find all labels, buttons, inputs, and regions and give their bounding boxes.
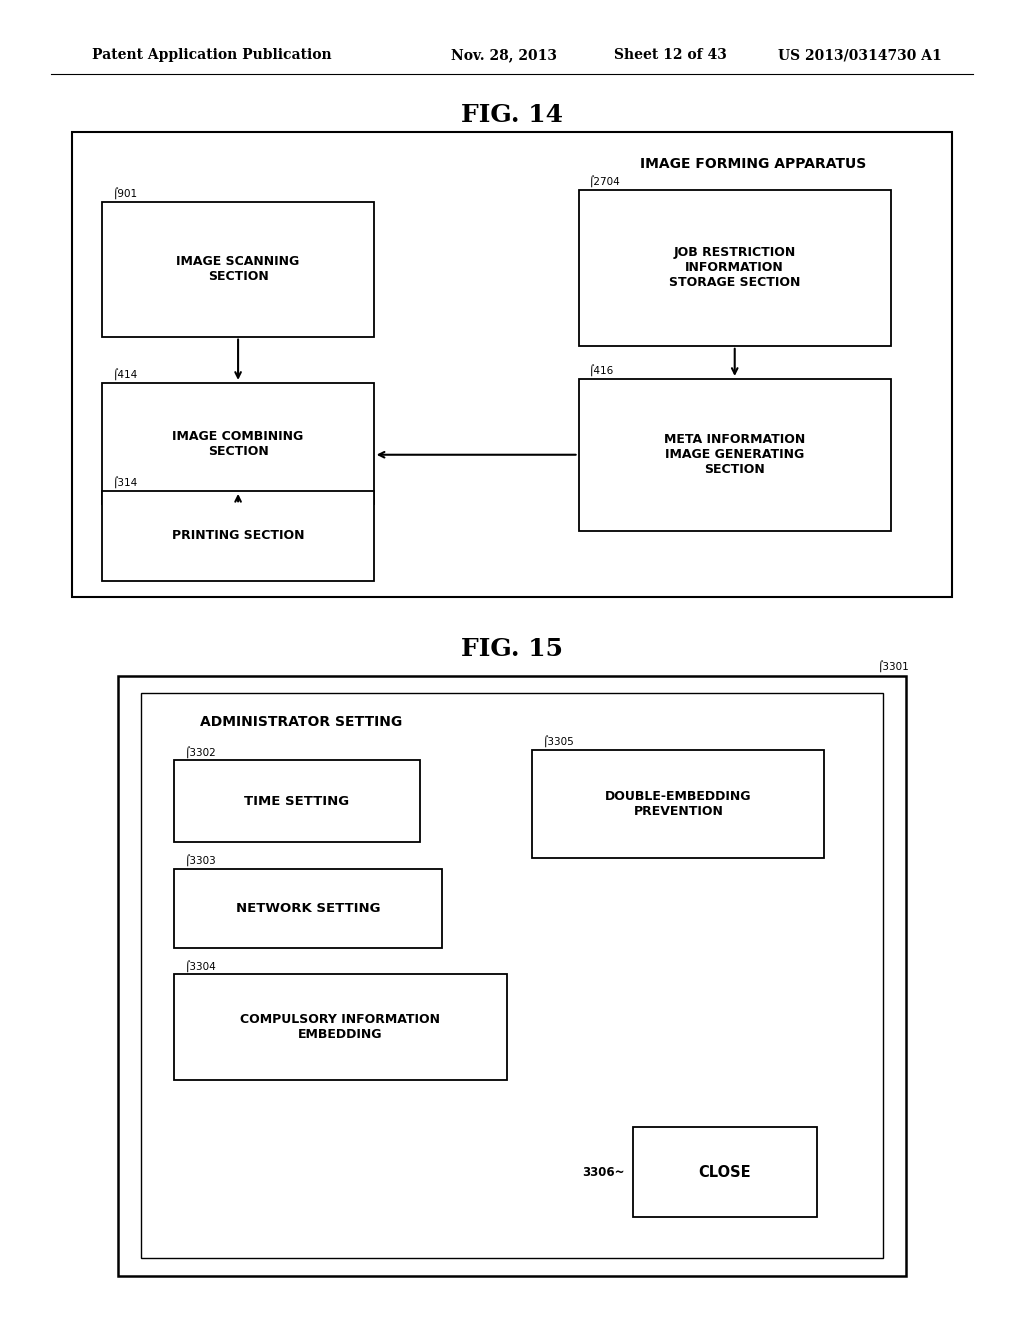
FancyBboxPatch shape xyxy=(532,750,824,858)
FancyBboxPatch shape xyxy=(141,693,883,1258)
Text: ⌠414: ⌠414 xyxy=(113,368,138,380)
Text: ⌠3304: ⌠3304 xyxy=(184,960,216,972)
Text: ⌠314: ⌠314 xyxy=(113,477,138,488)
Text: Sheet 12 of 43: Sheet 12 of 43 xyxy=(614,49,727,62)
Text: COMPULSORY INFORMATION
EMBEDDING: COMPULSORY INFORMATION EMBEDDING xyxy=(241,1012,440,1041)
Text: DOUBLE-EMBEDDING
PREVENTION: DOUBLE-EMBEDDING PREVENTION xyxy=(605,789,752,818)
FancyBboxPatch shape xyxy=(174,974,507,1080)
Text: FIG. 14: FIG. 14 xyxy=(461,103,563,127)
Text: NETWORK SETTING: NETWORK SETTING xyxy=(236,902,381,915)
FancyBboxPatch shape xyxy=(102,491,374,581)
Text: 3306~: 3306~ xyxy=(582,1166,625,1179)
Text: ⌠416: ⌠416 xyxy=(589,364,614,376)
FancyBboxPatch shape xyxy=(102,383,374,504)
Text: US 2013/0314730 A1: US 2013/0314730 A1 xyxy=(778,49,942,62)
FancyBboxPatch shape xyxy=(102,202,374,337)
Text: FIG. 15: FIG. 15 xyxy=(461,638,563,661)
FancyBboxPatch shape xyxy=(72,132,952,597)
Text: Patent Application Publication: Patent Application Publication xyxy=(92,49,332,62)
Text: CLOSE: CLOSE xyxy=(698,1164,752,1180)
FancyBboxPatch shape xyxy=(174,869,442,948)
Text: Nov. 28, 2013: Nov. 28, 2013 xyxy=(451,49,557,62)
FancyBboxPatch shape xyxy=(174,760,420,842)
Text: IMAGE SCANNING
SECTION: IMAGE SCANNING SECTION xyxy=(176,255,300,284)
Text: ⌠3305: ⌠3305 xyxy=(543,735,574,747)
Text: META INFORMATION
IMAGE GENERATING
SECTION: META INFORMATION IMAGE GENERATING SECTIO… xyxy=(665,433,805,477)
Text: ⌠3303: ⌠3303 xyxy=(184,854,216,866)
Text: ⌠3301: ⌠3301 xyxy=(878,660,909,672)
FancyBboxPatch shape xyxy=(633,1127,817,1217)
Text: JOB RESTRICTION
INFORMATION
STORAGE SECTION: JOB RESTRICTION INFORMATION STORAGE SECT… xyxy=(669,247,801,289)
Text: TIME SETTING: TIME SETTING xyxy=(245,795,349,808)
Text: ⌠2704: ⌠2704 xyxy=(589,176,621,187)
Text: IMAGE FORMING APPARATUS: IMAGE FORMING APPARATUS xyxy=(640,157,865,170)
FancyBboxPatch shape xyxy=(579,379,891,531)
Text: PRINTING SECTION: PRINTING SECTION xyxy=(172,529,304,543)
FancyBboxPatch shape xyxy=(579,190,891,346)
Text: ADMINISTRATOR SETTING: ADMINISTRATOR SETTING xyxy=(200,715,402,729)
Text: IMAGE COMBINING
SECTION: IMAGE COMBINING SECTION xyxy=(172,429,304,458)
Text: ⌠901: ⌠901 xyxy=(113,187,138,199)
FancyBboxPatch shape xyxy=(118,676,906,1276)
Text: ⌠3302: ⌠3302 xyxy=(184,746,216,758)
